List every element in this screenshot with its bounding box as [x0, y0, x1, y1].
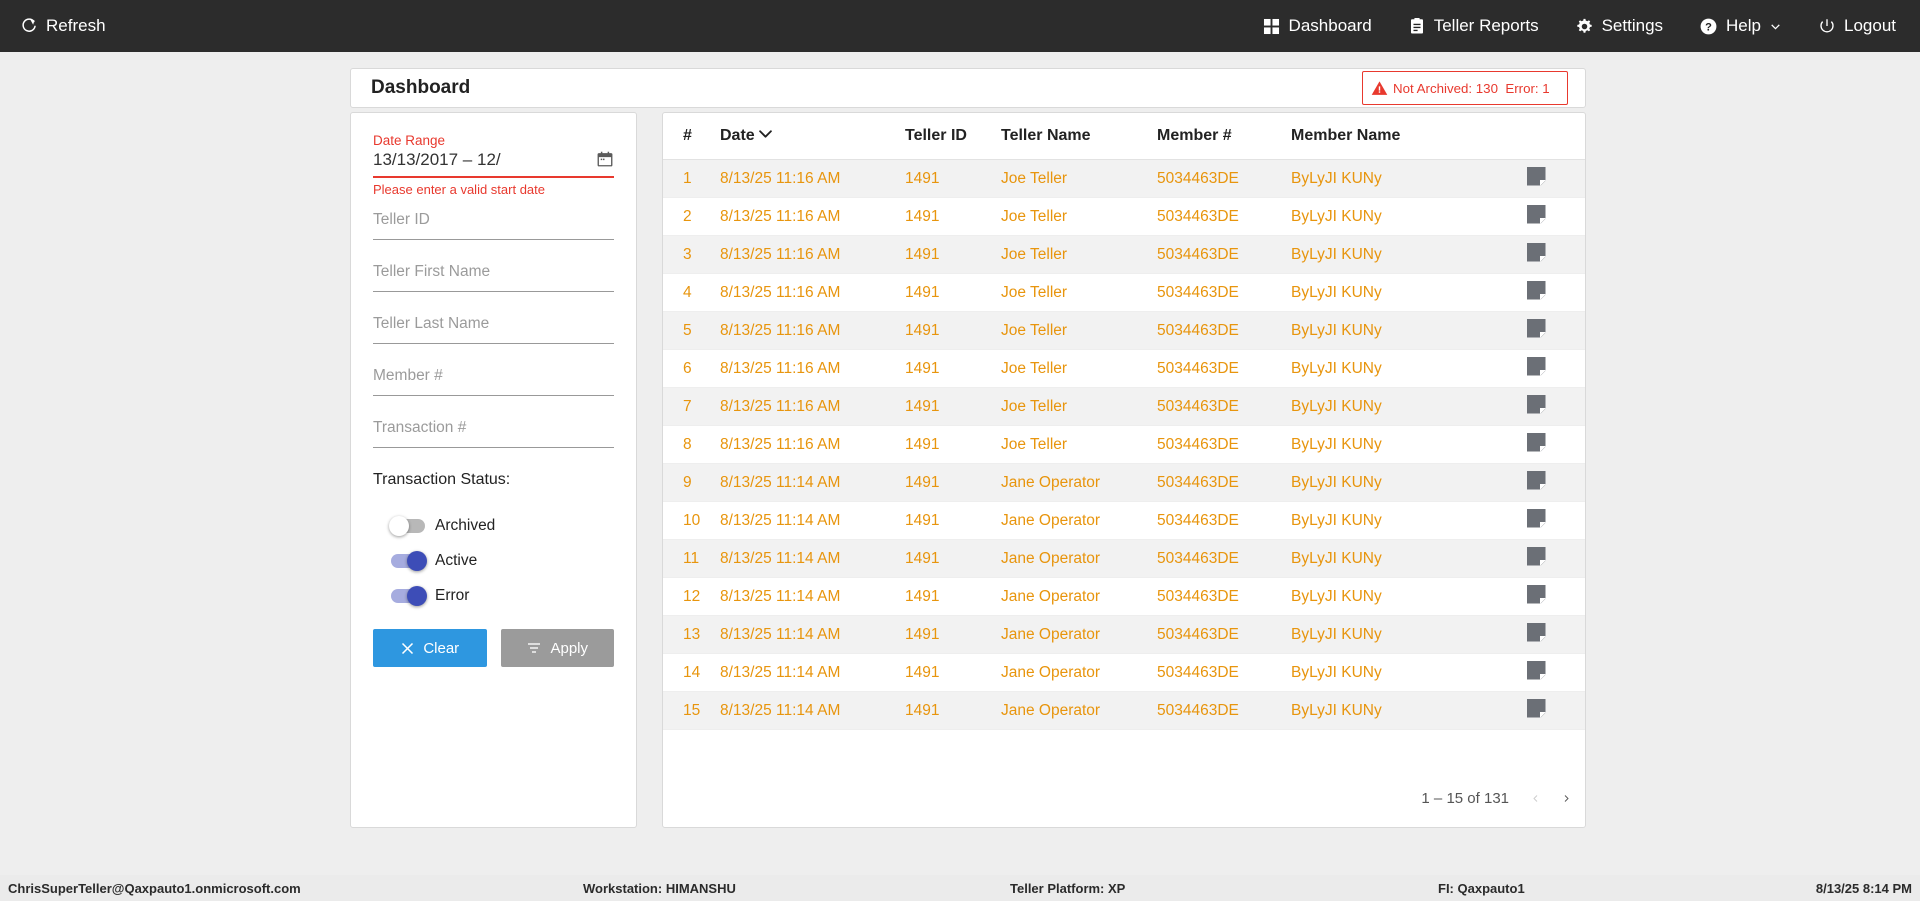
- svg-text:?: ?: [1705, 21, 1712, 33]
